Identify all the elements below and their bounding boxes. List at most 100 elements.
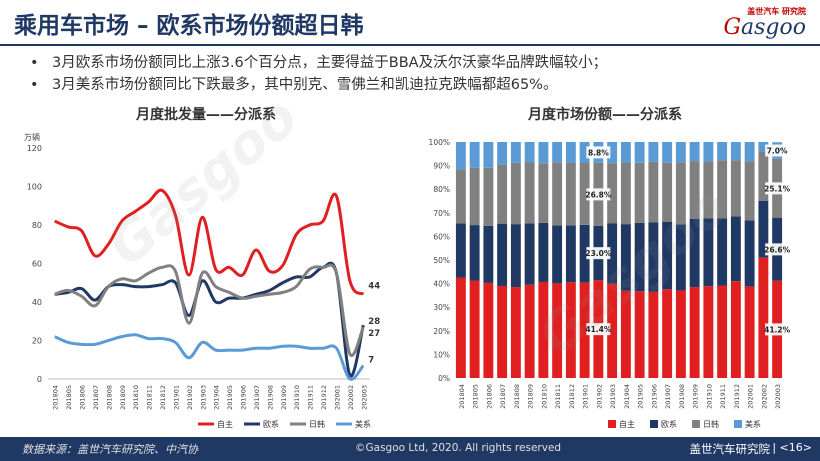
bar-segment-欧系 — [648, 222, 659, 292]
legend-label-美系: 美系 — [745, 419, 761, 429]
bar-segment-美系 — [703, 142, 714, 162]
y-tick-label: 0% — [438, 374, 450, 383]
x-tick-label: 201904 — [213, 385, 221, 410]
bar-segment-美系 — [717, 142, 728, 161]
bar-segment-欧系 — [497, 223, 508, 286]
series-line-自主 — [54, 188, 365, 296]
data-label: 26.6% — [764, 245, 791, 254]
bar-segment-日韩 — [620, 163, 631, 225]
x-tick-label: 201812 — [159, 385, 167, 410]
bar-segment-欧系 — [744, 220, 755, 287]
bar-segment-日韩 — [524, 162, 535, 224]
bar-segment-自主 — [717, 285, 728, 378]
x-tick-label: 201912 — [320, 385, 328, 410]
x-tick-label: 201908 — [266, 385, 274, 410]
data-label-box — [765, 243, 790, 256]
series-line-欧系 — [54, 261, 365, 378]
data-label-box — [765, 182, 790, 195]
bar-segment-美系 — [607, 142, 618, 164]
logo-letter: G — [723, 15, 742, 40]
x-tick-label: 201810 — [540, 384, 548, 409]
y-tick-label: 40% — [433, 280, 450, 289]
bar-segment-欧系 — [689, 218, 700, 288]
bar-segment-美系 — [469, 142, 480, 168]
bar-segment-日韩 — [469, 167, 480, 226]
bar-segment-自主 — [730, 281, 741, 378]
bullet-list: 3月欧系市场份额同比上涨3.6个百分点，主要得益于BBA及沃尔沃豪华品牌跌幅较小… — [30, 52, 800, 96]
data-label: 41.2% — [764, 325, 791, 334]
bar-segment-欧系 — [675, 224, 686, 291]
x-tick-label: 201903 — [199, 385, 207, 410]
bar-segment-日韩 — [717, 160, 728, 219]
bar-segment-美系 — [744, 142, 755, 162]
bar-segment-欧系 — [510, 224, 521, 288]
bar-segment-美系 — [689, 142, 700, 162]
bar-segment-日韩 — [675, 162, 686, 225]
y-tick-label: 40 — [32, 298, 42, 307]
bar-segment-日韩 — [607, 163, 618, 224]
bar-segment-欧系 — [758, 201, 769, 258]
x-tick-label: 202001 — [747, 384, 755, 409]
bar-segment-美系 — [497, 142, 508, 165]
bar-segment-欧系 — [469, 225, 480, 281]
y-tick-label: 100% — [429, 138, 450, 147]
data-label-box — [765, 323, 790, 336]
bar-segment-欧系 — [483, 225, 494, 283]
legend-swatch-自主 — [608, 420, 616, 428]
bullet-item: 3月欧系市场份额同比上涨3.6个百分点，主要得益于BBA及沃尔沃豪华品牌跌幅较小… — [30, 52, 800, 74]
bar-segment-日韩 — [730, 160, 741, 217]
bar-segment-日韩 — [648, 161, 659, 223]
y-tick-label: 20% — [433, 327, 450, 336]
x-tick-label: 201908 — [678, 384, 686, 409]
x-tick-label: 201903 — [609, 384, 617, 409]
bar-segment-欧系 — [662, 222, 673, 290]
institute-name: 盖世汽车研究院 — [689, 442, 771, 456]
bar-segment-欧系 — [579, 224, 590, 283]
y-tick-label: 60% — [433, 232, 450, 241]
line-chart: 万辆 0 20 40 60 80 100 120 201804 201805 201806 20180… — [24, 132, 380, 429]
x-tick-label: 201811 — [146, 385, 154, 410]
data-label: 8.8% — [588, 148, 609, 157]
x-tick-label: 201910 — [293, 385, 301, 410]
x-tick-label: 201904 — [623, 384, 631, 409]
bar-segment-欧系 — [538, 222, 549, 282]
bar-segment-日韩 — [689, 161, 700, 219]
bar-segment-自主 — [469, 280, 480, 378]
legend-label-欧系: 欧系 — [263, 419, 279, 429]
data-label-box — [586, 323, 611, 336]
data-label-box — [586, 247, 611, 260]
data-label: 25.1% — [764, 184, 791, 193]
bar-segment-日韩 — [758, 151, 769, 201]
bar-segment-自主 — [524, 284, 535, 378]
bar-segment-美系 — [565, 142, 576, 164]
bar-segment-欧系 — [620, 224, 631, 291]
x-tick-label: 202001 — [333, 385, 341, 410]
y-tick-label: 80% — [433, 185, 450, 194]
x-tick-label: 201808 — [513, 384, 521, 409]
x-tick-label: 202003 — [360, 385, 368, 410]
data-label: 7.0% — [767, 146, 788, 155]
x-tick-label: 201811 — [554, 384, 562, 409]
end-data-label: 7 — [368, 356, 374, 366]
data-label: 26.8% — [585, 190, 612, 199]
bar-chart: 0% 10% 20% 30% 40% 50% 60% 70% 80% 90% 100% 201804 2… — [429, 138, 791, 429]
x-tick-label: 201807 — [92, 385, 100, 410]
x-tick-label: 201906 — [650, 384, 658, 409]
legend-label-日韩: 日韩 — [309, 419, 325, 429]
x-tick-label: 201905 — [637, 384, 645, 409]
bar-segment-自主 — [565, 282, 576, 378]
bar-segment-日韩 — [455, 169, 466, 224]
bar-segment-自主 — [607, 283, 618, 378]
x-tick-label: 202003 — [774, 384, 782, 409]
legend-label-日韩: 日韩 — [703, 419, 719, 429]
bar-segment-日韩 — [565, 163, 576, 226]
bar-segment-自主 — [510, 287, 521, 378]
legend-label-自主: 自主 — [217, 419, 233, 429]
footer-bar: 数据来源：盖世汽车研究院、中汽协 ©Gasgoo Ltd, 2020. All … — [0, 437, 820, 461]
bar-segment-自主 — [758, 257, 769, 378]
x-tick-label: 201810 — [132, 385, 140, 410]
x-tick-label: 201808 — [105, 385, 113, 410]
bar-segment-日韩 — [662, 162, 673, 223]
bar-segment-日韩 — [703, 161, 714, 219]
page-title: 乘用车市场 – 欧系市场份额超日韩 — [14, 13, 364, 39]
